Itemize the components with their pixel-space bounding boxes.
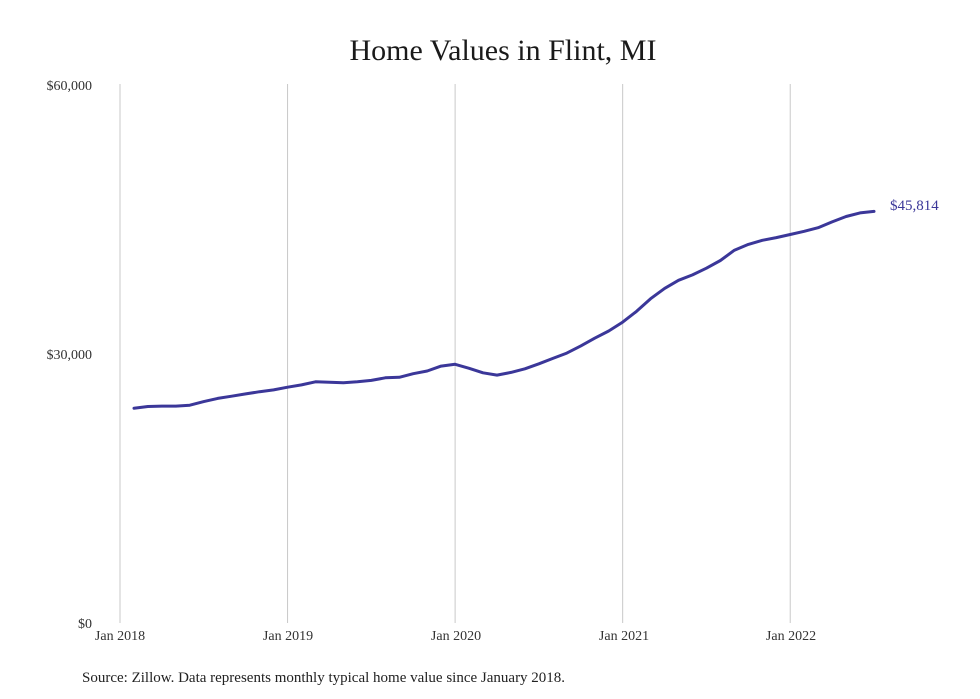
end-value-label: $45,814 bbox=[890, 198, 939, 214]
y-tick-label: $60,000 bbox=[47, 79, 93, 94]
chart-title: Home Values in Flint, MI bbox=[350, 34, 657, 67]
x-tick-label: Jan 2022 bbox=[766, 629, 816, 644]
gridlines bbox=[119, 84, 791, 623]
y-tick-label: $0 bbox=[78, 617, 92, 632]
y-axis: $60,000 $30,000 $0 bbox=[47, 79, 93, 632]
x-axis: Jan 2018 Jan 2019 Jan 2020 Jan 2021 Jan … bbox=[95, 629, 816, 644]
x-tick-label: Jan 2020 bbox=[431, 629, 481, 644]
y-tick-label: $30,000 bbox=[47, 348, 93, 363]
x-tick-label: Jan 2019 bbox=[263, 629, 313, 644]
series-group bbox=[132, 209, 876, 410]
x-tick-label: Jan 2021 bbox=[599, 629, 649, 644]
source-note: Source: Zillow. Data represents monthly … bbox=[82, 670, 565, 686]
x-tick-label: Jan 2018 bbox=[95, 629, 145, 644]
series-line bbox=[132, 209, 876, 410]
